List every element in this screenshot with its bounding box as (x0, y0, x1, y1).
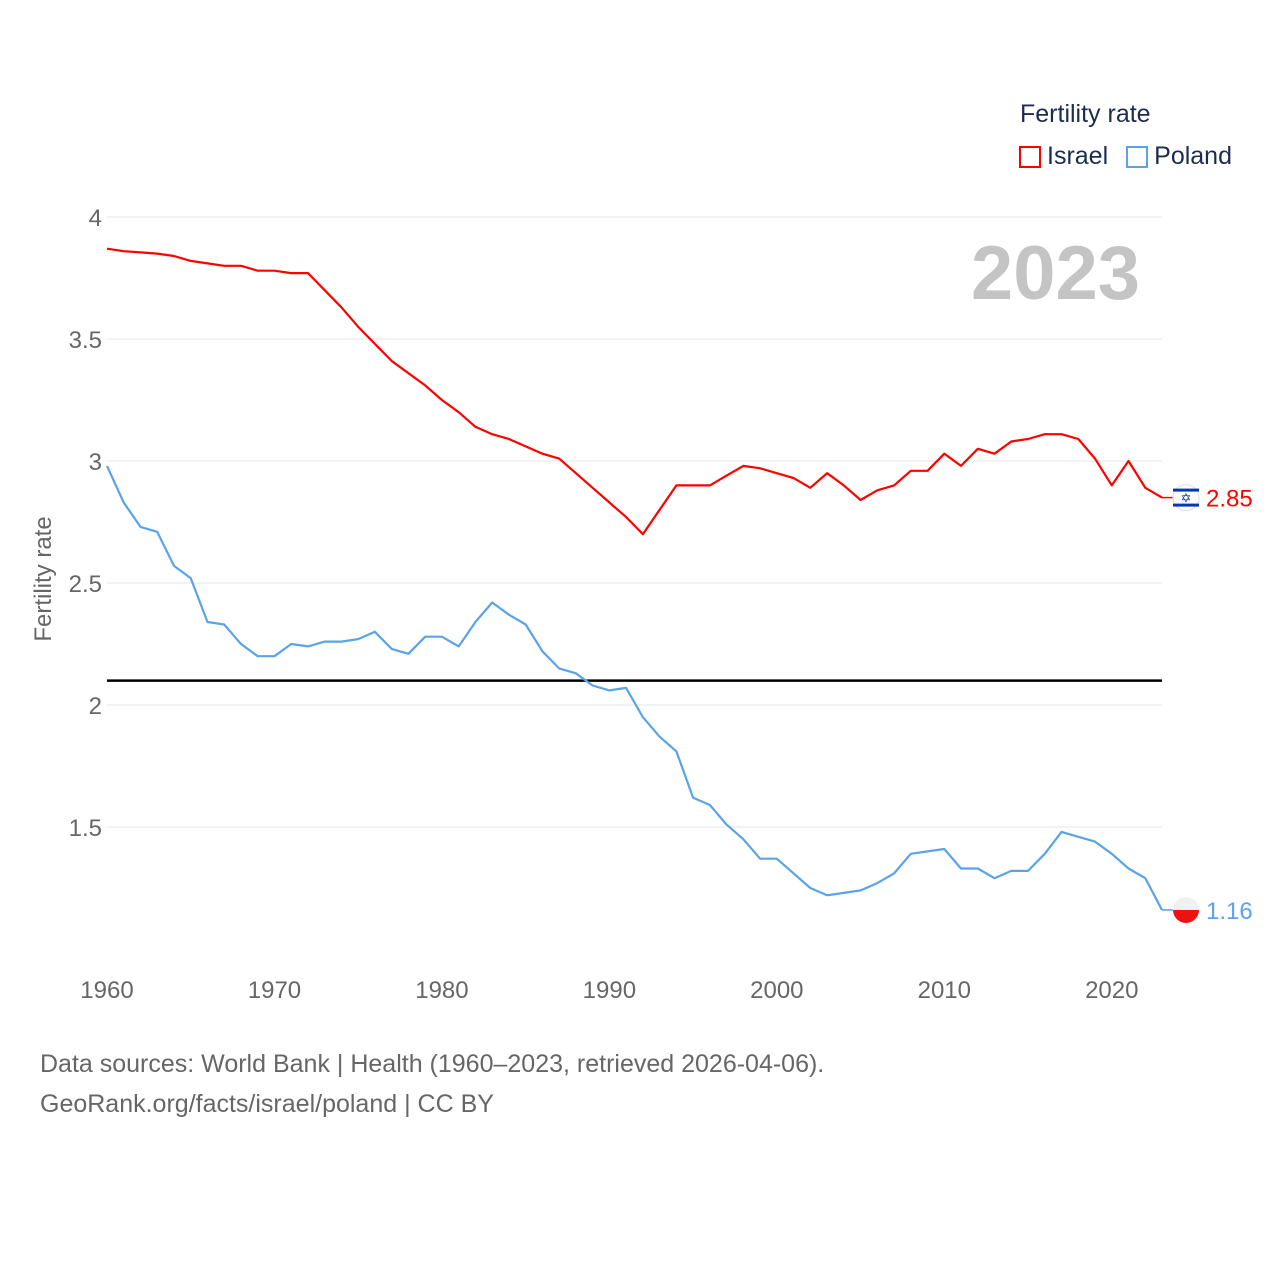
poland-flag-icon (1173, 896, 1199, 910)
y-tick-label: 3.5 (69, 327, 102, 354)
series-line-poland (105, 465, 1163, 911)
y-tick-label: 2 (89, 693, 102, 720)
y-tick-label: 3 (89, 449, 102, 476)
legend-item-israel[interactable]: Israel (1019, 142, 1108, 171)
x-tick-label: 2000 (750, 977, 803, 1004)
footer: Data sources: World Bank | Health (1960–… (40, 1044, 824, 1124)
source-link[interactable]: GeoRank.org/facts/israel/poland | CC BY (40, 1090, 494, 1118)
x-tick-label: 1990 (583, 977, 636, 1004)
legend-swatch-israel (1019, 145, 1041, 168)
legend-item-poland[interactable]: Poland (1126, 142, 1232, 171)
star-of-david-icon: ✡ (1181, 491, 1192, 506)
year-label: 2023 (971, 231, 1140, 316)
y-axis-label: Fertility rate (30, 516, 57, 641)
data-sources: Data sources: World Bank | Health (1960–… (40, 1050, 825, 1078)
x-tick-label: 2020 (1085, 977, 1138, 1004)
legend-label-poland: Poland (1154, 142, 1232, 170)
x-tick-label: 1980 (415, 977, 468, 1004)
legend-title: Fertility rate (1020, 100, 1151, 128)
x-tick-label: 1960 (80, 977, 133, 1004)
x-tick-label: 1970 (248, 977, 301, 1004)
end-value-label-israel: 2.85 (1206, 486, 1253, 513)
flag-stripe (1173, 503, 1199, 507)
y-tick-label: 4 (89, 205, 102, 232)
legend-swatch-poland (1126, 145, 1149, 168)
legend-label-israel: Israel (1047, 142, 1109, 170)
poland-flag-red-half (1173, 909, 1199, 923)
x-tick-label: 2010 (918, 977, 971, 1004)
series-line-israel (106, 247, 1163, 536)
legend: Israel Poland (1019, 142, 1232, 171)
y-tick-label: 2.5 (69, 571, 102, 598)
end-value-label-poland: 1.16 (1206, 898, 1253, 925)
flag-stripe (1173, 488, 1199, 492)
y-tick-label: 1.5 (69, 815, 102, 842)
